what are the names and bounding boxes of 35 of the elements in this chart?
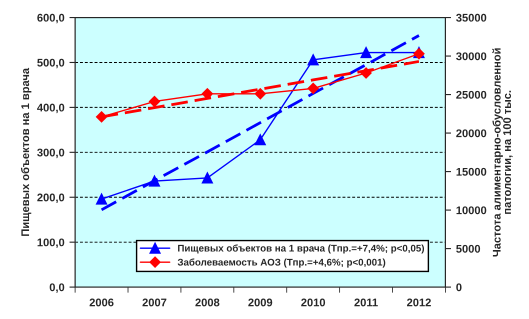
y2-axis-title: Частота алиментарно-обусловленной патологии, на 100 тыс.	[492, 48, 513, 256]
x-tick-label: 2011	[354, 298, 378, 306]
y-tick-label: 200,0	[37, 194, 64, 203]
point	[254, 88, 266, 100]
y2-tick-label: 15000	[456, 168, 486, 176]
point	[202, 88, 213, 100]
point	[308, 54, 319, 66]
y2-tick-label: 35000	[456, 14, 486, 22]
y2-tick-label: 30000	[456, 52, 486, 60]
y2-tick-label: 0	[456, 283, 462, 292]
y-tick-label: 600,0	[37, 14, 64, 24]
x-tick-label: 2009	[248, 298, 272, 306]
y-axis-title: Пищевых объектов на 1 врача	[20, 68, 32, 236]
point	[360, 47, 372, 58]
x-tick-label: 2006	[90, 298, 114, 306]
y-tick-label: 0,0	[50, 283, 64, 293]
y-tick-label: 100,0	[38, 238, 64, 248]
x-tick-label: 2008	[195, 298, 220, 306]
point	[254, 134, 266, 146]
point	[148, 96, 160, 108]
legend-label: Пищевых объектов на 1 врача (Тпр.=+7,4%; р<0,05)	[178, 244, 424, 254]
legend-label: Заболеваемость АОЗ (Тпр.=+4,6%; р<0,001)	[178, 258, 386, 268]
point	[308, 82, 319, 94]
y2-tick-label: 5000	[456, 244, 480, 253]
y-tick-label: 400,0	[37, 104, 64, 114]
x-tick-label: 2010	[301, 298, 326, 306]
point	[202, 172, 213, 184]
y-tick-label: 500,0	[37, 58, 64, 68]
y2-tick-label: 20000	[456, 129, 486, 138]
x-tick-label: 2012	[406, 298, 431, 306]
y-tick-label: 300,0	[37, 148, 64, 158]
y2-tick-label: 25000	[456, 90, 486, 99]
y2-tick-label: 10000	[456, 206, 486, 214]
point	[96, 193, 108, 205]
x-tick-label: 2007	[142, 298, 166, 306]
